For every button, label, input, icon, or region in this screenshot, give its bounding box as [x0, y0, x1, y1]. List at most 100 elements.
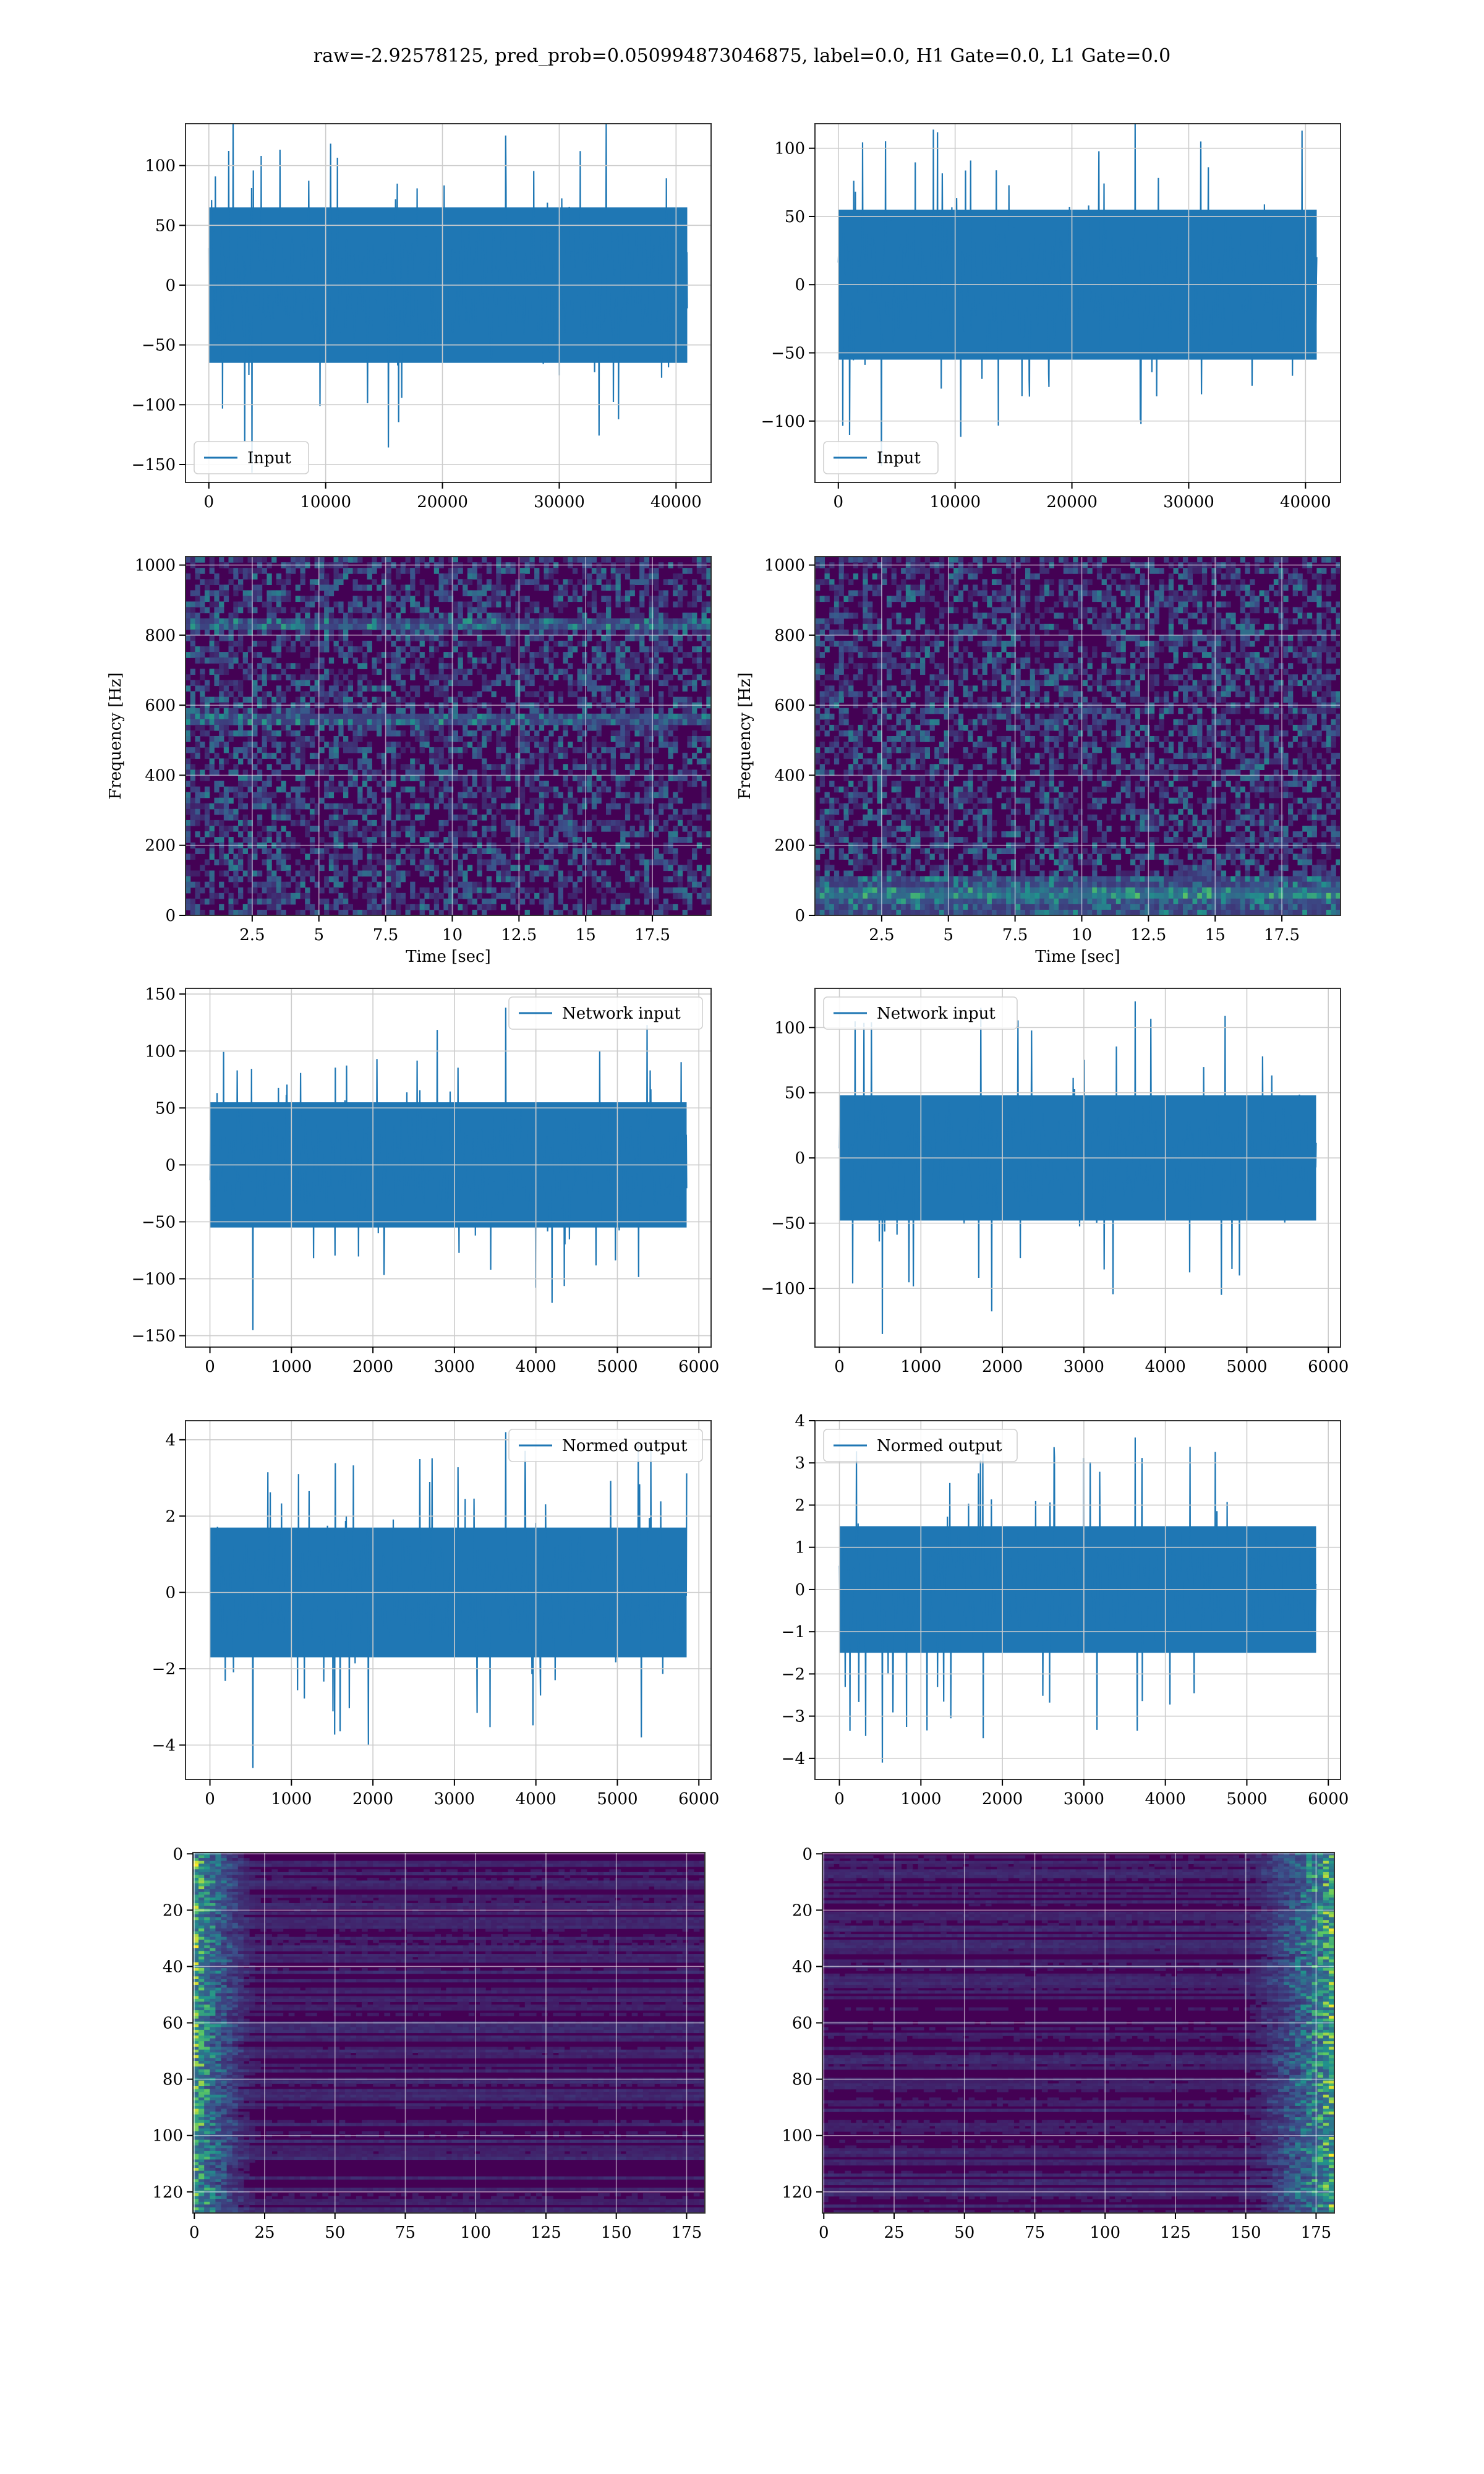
spectrogram-cell — [195, 584, 200, 591]
spectrogram-cell — [1120, 618, 1126, 625]
spectrogram-cell — [524, 579, 530, 585]
spectrogram-cell — [295, 881, 301, 888]
spectrogram-cell — [515, 685, 521, 692]
spectrogram-cell — [396, 568, 401, 574]
spectrogram-cell — [252, 792, 258, 798]
spectrogram-cell — [582, 568, 587, 574]
spectrogram-cell — [863, 568, 868, 574]
spectrogram-cell — [305, 708, 310, 714]
spectrogram-cell — [482, 848, 487, 854]
spectrogram-cell — [424, 831, 430, 837]
spectrogram-cell — [453, 719, 458, 726]
spectrogram-cell — [438, 892, 444, 899]
spectrogram-cell — [696, 652, 702, 658]
spectrogram-cell — [429, 876, 435, 883]
spectrogram-cell — [606, 881, 612, 888]
spectrogram-cell — [291, 747, 296, 753]
spectrogram-cell — [610, 747, 616, 753]
spectrogram-cell — [443, 596, 449, 602]
spectrogram-cell — [1092, 596, 1098, 602]
spectrogram-cell — [568, 596, 573, 602]
spectrogram-cell — [281, 669, 286, 675]
spectrogram-cell — [410, 568, 416, 574]
spectrogram-cell — [228, 848, 234, 854]
spectrogram-cell — [343, 640, 349, 647]
spectrogram-cell — [529, 803, 535, 810]
spectrogram-cell — [673, 837, 678, 843]
spectrogram-cell — [834, 629, 840, 636]
x-tick-label: 0 — [204, 493, 215, 511]
spectrogram-cell — [328, 708, 335, 714]
spectrogram-cell — [204, 596, 210, 602]
spectrogram-cell — [853, 640, 859, 647]
spectrogram-cell — [233, 826, 239, 832]
spectrogram-cell — [328, 876, 335, 883]
spectrogram-cell — [438, 753, 444, 759]
spectrogram-cell — [968, 635, 973, 641]
spectrogram-cell — [949, 579, 954, 585]
spectrogram-cell — [1230, 579, 1236, 585]
spectrogram-cell — [343, 674, 349, 680]
spectrogram-cell — [195, 904, 200, 910]
spectrogram-cell — [348, 724, 353, 731]
spectrogram-cell — [195, 881, 200, 888]
spectrogram-cell — [1154, 568, 1159, 574]
spectrogram-cell — [357, 831, 363, 837]
spectrogram-cell — [324, 848, 330, 854]
spectrogram-cell — [534, 579, 540, 585]
spectrogram-cell — [252, 742, 258, 748]
spectrogram-cell — [1130, 584, 1136, 591]
spectrogram-cell — [267, 618, 272, 625]
spectrogram-cell — [467, 696, 473, 703]
spectrogram-cell — [443, 584, 449, 591]
spectrogram-cell — [659, 719, 664, 726]
spectrogram-cell — [228, 646, 234, 653]
spectrogram-cell — [572, 826, 578, 832]
spectrogram-cell — [1154, 596, 1159, 602]
spectrogram-cell — [319, 769, 325, 776]
spectrogram-cell — [634, 713, 640, 720]
spectrogram-cell — [286, 898, 291, 905]
spectrogram-cell — [1135, 596, 1140, 602]
spectrogram-cell — [629, 708, 635, 714]
spectrogram-cell — [328, 781, 335, 787]
spectrogram-cell — [300, 640, 305, 647]
spectrogram-cell — [1034, 607, 1040, 614]
spectrogram-cell — [200, 792, 205, 798]
spectrogram-cell — [1278, 584, 1284, 591]
spectrogram-cell — [348, 685, 353, 692]
spectrogram-cell — [1173, 596, 1179, 602]
spectrogram-cell — [448, 623, 454, 630]
spectrogram-cell — [429, 758, 435, 764]
spectrogram-cell — [515, 680, 521, 687]
spectrogram-cell — [1125, 612, 1131, 619]
spectrogram-cell — [391, 769, 396, 776]
spectrogram-cell — [563, 848, 568, 854]
spectrogram-cell — [563, 797, 568, 804]
spectrogram-cell — [644, 618, 650, 625]
spectrogram-cell — [501, 590, 506, 597]
spectrogram-cell — [701, 724, 707, 731]
spectrogram-cell — [386, 724, 391, 731]
spectrogram-cell — [1283, 607, 1289, 614]
spectrogram-cell — [591, 618, 597, 625]
x-tick-label: 17.5 — [634, 926, 670, 944]
spectrogram-cell — [438, 635, 444, 641]
spectrogram-cell — [305, 870, 310, 877]
spectrogram-cell — [200, 596, 205, 602]
spectrogram-cell — [276, 892, 282, 899]
spectrogram-cell — [1173, 590, 1179, 597]
spectrogram-cell — [505, 646, 511, 653]
spectrogram-cell — [706, 898, 711, 905]
spectrogram-cell — [1250, 596, 1255, 602]
spectrogram-cell — [267, 764, 272, 770]
spectrogram-cell — [692, 730, 697, 737]
spectrogram-cell — [1034, 596, 1040, 602]
spectrogram-cell — [262, 557, 267, 563]
spectrogram-cell — [601, 881, 607, 888]
spectrogram-cell — [472, 629, 477, 636]
spectrogram-cell — [482, 797, 487, 804]
spectrogram-cell — [548, 629, 554, 636]
spectrogram-cell — [701, 887, 707, 894]
spectrogram-cell — [438, 640, 444, 647]
